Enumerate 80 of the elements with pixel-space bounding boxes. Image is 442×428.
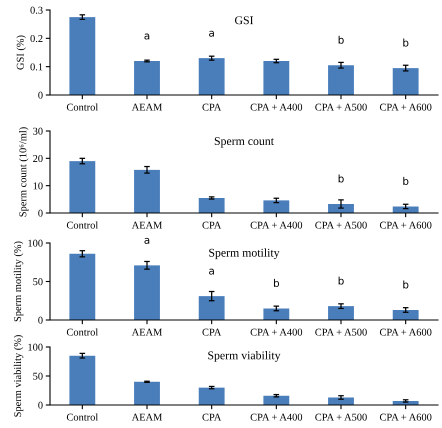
x-tick-label: CPA + A400 <box>250 222 302 229</box>
chart-title: Sperm motility <box>209 248 280 260</box>
y-tick-label: 0 <box>38 402 43 409</box>
x-tick-label: CPA + A500 <box>315 222 367 229</box>
x-tick-label: CPA + A400 <box>250 328 302 336</box>
y-tick-label: 50 <box>33 278 43 286</box>
x-tick-label: Control <box>66 221 98 229</box>
annotation: a <box>209 30 214 37</box>
bar <box>263 396 290 405</box>
x-tick-label: Control <box>66 413 98 421</box>
x-tick-label: Control <box>66 328 98 336</box>
x-tick-label: AEAM <box>132 328 162 336</box>
bar <box>392 68 419 95</box>
bar <box>198 198 225 213</box>
bar <box>198 58 225 95</box>
y-axis-title: GSI (%) <box>16 35 26 70</box>
annotation: a <box>209 268 214 275</box>
annotation: b <box>274 278 280 287</box>
bar <box>198 296 225 320</box>
y-axis-title: Sperm motility (%) <box>14 241 24 322</box>
bar <box>69 17 96 95</box>
y-tick-label: 50 <box>33 372 43 380</box>
chart-title: Sperm viability <box>208 351 281 362</box>
y-tick-label: 10 <box>34 182 43 190</box>
y-axis-title: Sperm viability (%) <box>14 335 24 417</box>
bar <box>134 382 160 405</box>
y-tick-label: 20 <box>33 155 43 162</box>
y-axis-title: Sperm count (10⁶/ml) <box>19 127 28 217</box>
bar <box>263 61 290 95</box>
annotation: b <box>403 280 408 289</box>
bar <box>134 170 160 213</box>
annotation: b <box>338 36 344 44</box>
y-tick-label: 0 <box>38 316 43 324</box>
x-tick-label: AEAM <box>132 104 162 111</box>
bar <box>328 306 354 320</box>
x-tick-label: CPA <box>202 328 222 336</box>
y-tick-label: 0.2 <box>30 35 42 42</box>
chart-title: GSI <box>234 16 254 24</box>
bar <box>392 206 419 213</box>
bar <box>134 265 160 320</box>
annotation: b <box>403 176 408 185</box>
annotation: a <box>144 34 150 40</box>
bar <box>69 254 96 320</box>
x-tick-label: CPA + A400 <box>250 414 302 421</box>
x-tick-label: CPA + A600 <box>380 414 432 421</box>
x-tick-label: CPA + A600 <box>380 328 432 336</box>
y-tick-label: 0.1 <box>30 63 42 70</box>
x-tick-label: AEAM <box>132 414 162 421</box>
x-tick-label: Control <box>66 103 98 111</box>
x-tick-label: CPA + A500 <box>315 104 367 111</box>
bar <box>328 65 354 95</box>
bar <box>198 388 225 405</box>
bar <box>69 356 96 405</box>
bar <box>328 204 354 213</box>
annotation: b <box>403 38 408 47</box>
y-tick-label: 0 <box>38 210 43 217</box>
x-tick-label: CPA <box>202 222 222 229</box>
x-tick-label: CPA + A600 <box>380 104 432 111</box>
bar <box>69 161 96 213</box>
bar <box>134 61 160 95</box>
bar <box>392 310 419 320</box>
x-tick-label: CPA + A500 <box>315 328 367 336</box>
x-tick-label: CPA <box>202 104 222 111</box>
y-tick-label: 30 <box>33 128 43 135</box>
y-tick-label: 0 <box>38 92 43 99</box>
y-tick-label: 100 <box>28 240 43 247</box>
annotation: b <box>338 174 344 183</box>
bar <box>263 200 290 213</box>
bar <box>263 308 290 320</box>
chart-title: Sperm count <box>214 137 274 148</box>
y-tick-label: 0.3 <box>30 6 43 14</box>
x-tick-label: CPA + A400 <box>250 104 302 111</box>
y-tick-label: 100 <box>28 344 43 351</box>
annotation: a <box>144 238 150 244</box>
x-tick-label: AEAM <box>132 222 162 229</box>
bar <box>328 397 354 405</box>
annotation: b <box>338 276 344 285</box>
x-tick-label: CPA + A600 <box>380 222 432 229</box>
x-tick-label: CPA + A500 <box>315 414 367 421</box>
x-tick-label: CPA <box>202 414 222 421</box>
